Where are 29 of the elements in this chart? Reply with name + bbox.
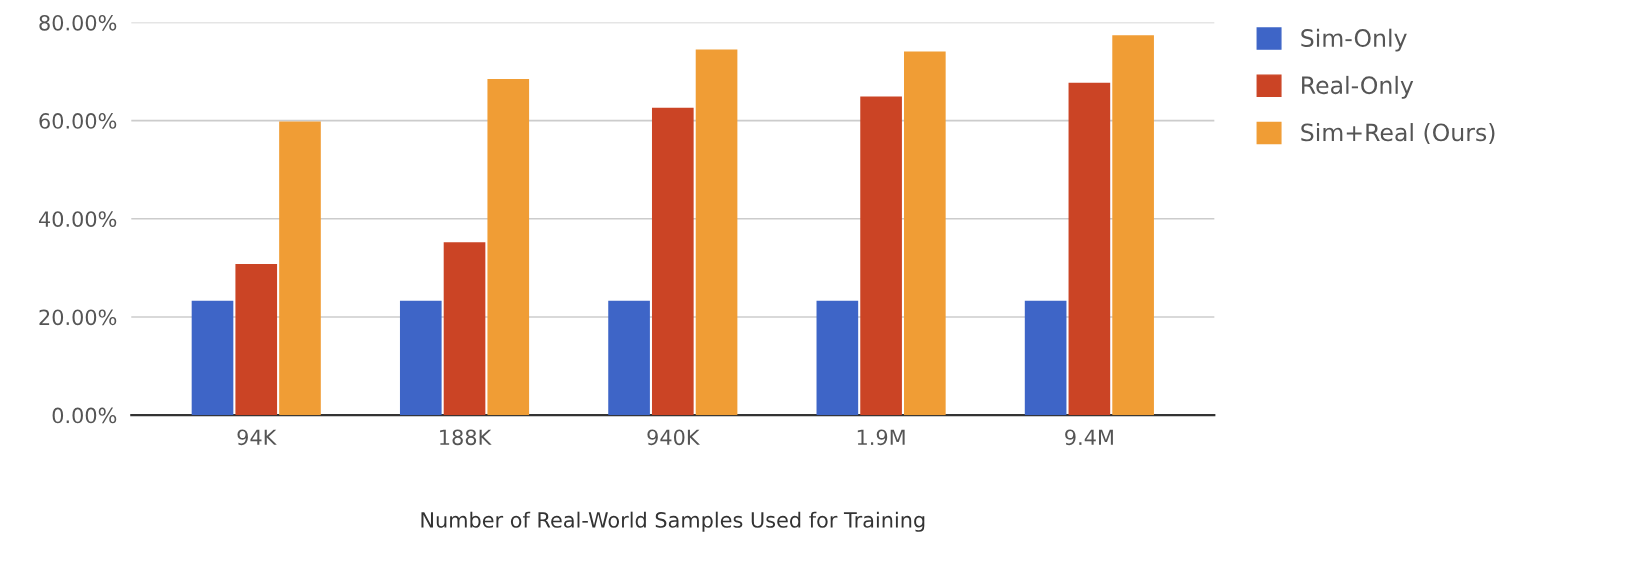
bar xyxy=(860,96,902,416)
bar xyxy=(1024,300,1067,416)
y-tick-label: 20.00% xyxy=(39,309,117,326)
legend-label: Sim-Only xyxy=(1301,28,1407,52)
bar xyxy=(399,300,442,416)
x-tick-label: 1.9M xyxy=(857,429,905,446)
bar xyxy=(651,107,694,416)
bar xyxy=(1068,82,1111,416)
bar xyxy=(191,300,234,416)
x-tick-label: 94K xyxy=(237,429,277,446)
x-tick-label: 188K xyxy=(440,429,492,446)
x-tick-label: 9.4M xyxy=(1065,429,1113,446)
y-tick-label: 80.00% xyxy=(39,14,117,31)
bar xyxy=(695,49,738,416)
legend-label: Real-Only xyxy=(1302,75,1414,99)
bar xyxy=(904,51,946,416)
y-tick-label: 0.00% xyxy=(52,407,117,424)
bar xyxy=(443,242,486,416)
bar xyxy=(608,300,650,416)
y-tick-label: 60.00% xyxy=(39,113,117,129)
x-tick-label: 940K xyxy=(647,429,700,446)
bar xyxy=(816,300,859,416)
bar xyxy=(235,263,278,416)
bar xyxy=(1112,35,1154,416)
x-axis-title: Number of Real-World Samples Used for Training xyxy=(421,511,925,532)
y-tick-label: 40.00% xyxy=(38,211,117,227)
legend-label: Sim+Real (Ours) xyxy=(1301,123,1495,145)
bar xyxy=(487,78,530,416)
bar xyxy=(279,121,321,416)
